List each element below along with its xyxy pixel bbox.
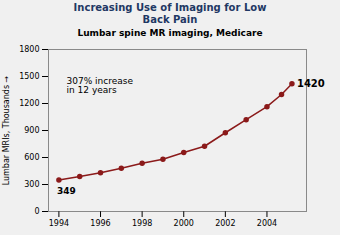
html-text:Lumbar spine MR imaging, Medic: Lumbar spine MR imaging, Medicare — [77, 28, 263, 38]
svg-text:0: 0 — [34, 207, 39, 216]
svg-text:900: 900 — [24, 126, 39, 135]
svg-text:2004: 2004 — [257, 219, 277, 228]
svg-text:307% increasein 12 years: 307% increasein 12 years — [67, 76, 134, 95]
svg-text:600: 600 — [24, 153, 39, 162]
svg-text:1500: 1500 — [19, 72, 39, 81]
svg-text:1420: 1420 — [297, 78, 325, 89]
svg-text:1996: 1996 — [90, 219, 110, 228]
svg-text:Lumbar MRIs, Thousands →: Lumbar MRIs, Thousands → — [2, 75, 11, 185]
svg-text:2002: 2002 — [215, 219, 235, 228]
svg-text:2000: 2000 — [174, 219, 194, 228]
svg-text:300: 300 — [24, 180, 39, 189]
svg-text:1800: 1800 — [19, 45, 39, 54]
svg-text:1994: 1994 — [49, 219, 69, 228]
html-text:Increasing Use of Imaging for: Increasing Use of Imaging for Low Back P… — [73, 2, 267, 25]
svg-text:1998: 1998 — [132, 219, 152, 228]
svg-text:349: 349 — [57, 186, 76, 196]
svg-text:1200: 1200 — [19, 99, 39, 108]
